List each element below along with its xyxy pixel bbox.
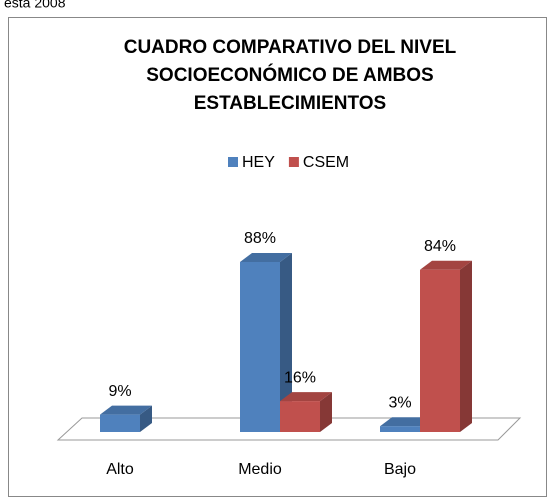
legend-swatch	[288, 157, 299, 167]
bar-side	[460, 260, 472, 432]
data-label: 3%	[388, 394, 411, 411]
data-label: 84%	[424, 238, 456, 255]
chart-title: ESTABLECIMIENTOS	[194, 93, 386, 114]
data-label: 16%	[284, 369, 316, 386]
bar	[100, 414, 140, 432]
bar-top	[240, 253, 292, 262]
chart-title: CUADRO COMPARATIVO DEL NIVEL	[124, 37, 457, 58]
bar-side	[280, 253, 292, 432]
chart-title: SOCIOECONÓMICO DE AMBOS	[146, 64, 433, 86]
bar	[240, 262, 280, 432]
data-label: 88%	[244, 230, 276, 247]
bar-top	[100, 405, 152, 415]
legend-swatch	[228, 157, 238, 167]
bar-top	[380, 417, 432, 427]
header-text: esta 2008	[4, 0, 66, 11]
legend-label: HEY	[242, 154, 275, 171]
bar	[280, 401, 320, 432]
bar-top	[420, 260, 472, 270]
bar-side	[320, 392, 332, 432]
bar	[380, 426, 420, 432]
bar	[420, 269, 460, 432]
legend-label: CSEM	[303, 154, 349, 171]
bar-side	[140, 405, 152, 432]
bar-top	[280, 392, 332, 402]
x-tick-label: Alto	[106, 461, 134, 478]
data-label: 9%	[108, 383, 131, 400]
x-tick-label: Medio	[238, 461, 282, 478]
x-tick-label: Bajo	[384, 461, 416, 478]
